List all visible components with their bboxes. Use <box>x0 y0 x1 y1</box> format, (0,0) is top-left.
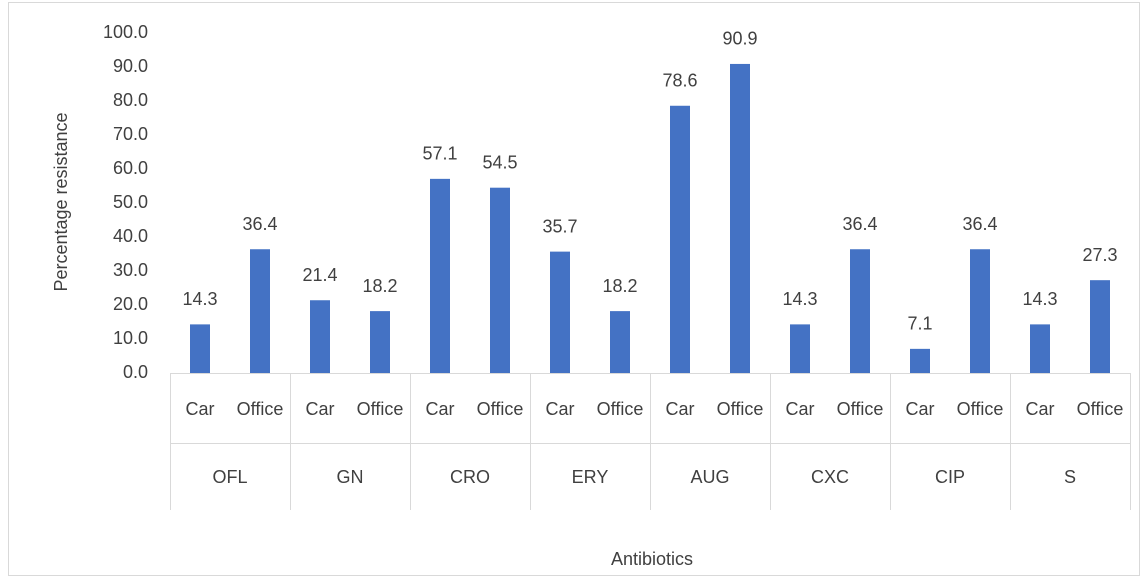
group-label: CXC <box>811 467 849 487</box>
data-label: 14.3 <box>182 289 217 309</box>
x-tick-label: Car <box>785 399 814 419</box>
x-tick-label: Car <box>905 399 934 419</box>
group-label: CIP <box>935 467 965 487</box>
bar <box>310 300 330 373</box>
data-label: 90.9 <box>722 29 757 49</box>
y-tick-label: 50.0 <box>113 192 148 212</box>
y-tick-label: 80.0 <box>113 90 148 110</box>
bar <box>430 178 450 373</box>
data-label: 14.3 <box>1022 289 1057 309</box>
data-label: 57.1 <box>422 144 457 164</box>
y-tick-label: 0.0 <box>123 362 148 382</box>
y-tick-label: 10.0 <box>113 328 148 348</box>
bar <box>850 249 870 373</box>
bar <box>910 348 930 373</box>
y-tick-label: 20.0 <box>113 294 148 314</box>
data-label: 27.3 <box>1082 245 1117 265</box>
bar <box>250 249 270 373</box>
x-tick-label: Car <box>665 399 694 419</box>
x-tick-label: Office <box>837 399 884 419</box>
x-tick-label: Office <box>477 399 524 419</box>
data-label: 36.4 <box>842 214 877 234</box>
bar <box>970 249 990 373</box>
x-tick-label: Office <box>237 399 284 419</box>
x-tick-label: Car <box>545 399 574 419</box>
group-label: S <box>1064 467 1076 487</box>
bar <box>550 251 570 373</box>
data-label: 7.1 <box>907 314 932 334</box>
x-tick-label: Office <box>1077 399 1124 419</box>
data-label: 36.4 <box>242 214 277 234</box>
x-tick-label: Car <box>425 399 454 419</box>
y-axis-title: Percentage resistance <box>51 112 71 291</box>
data-label: 78.6 <box>662 71 697 91</box>
group-label: CRO <box>450 467 490 487</box>
bar <box>1090 280 1110 373</box>
x-tick-label: Office <box>597 399 644 419</box>
x-axis-title: Antibiotics <box>611 549 693 569</box>
data-label: 35.7 <box>542 216 577 236</box>
data-label: 14.3 <box>782 289 817 309</box>
bar <box>1030 324 1050 373</box>
x-tick-label: Office <box>717 399 764 419</box>
data-label: 21.4 <box>302 265 337 285</box>
x-tick-label: Office <box>357 399 404 419</box>
group-label: ERY <box>572 467 609 487</box>
bar <box>790 324 810 373</box>
bar <box>670 105 690 373</box>
data-label: 18.2 <box>602 276 637 296</box>
group-label: OFL <box>212 467 247 487</box>
y-tick-label: 30.0 <box>113 260 148 280</box>
y-tick-label: 40.0 <box>113 226 148 246</box>
group-label: AUG <box>690 467 729 487</box>
bar <box>730 63 750 373</box>
group-label: GN <box>337 467 364 487</box>
y-tick-label: 70.0 <box>113 124 148 144</box>
x-tick-label: Car <box>1025 399 1054 419</box>
data-label: 18.2 <box>362 276 397 296</box>
y-tick-label: 60.0 <box>113 158 148 178</box>
data-label: 36.4 <box>962 214 997 234</box>
x-tick-label: Car <box>305 399 334 419</box>
data-label: 54.5 <box>482 152 517 172</box>
bar <box>490 187 510 373</box>
y-tick-label: 90.0 <box>113 56 148 76</box>
bar <box>190 324 210 373</box>
y-tick-label: 100.0 <box>103 22 148 42</box>
chart-border <box>8 2 1140 576</box>
x-tick-label: Car <box>185 399 214 419</box>
bar <box>610 311 630 373</box>
bar <box>370 311 390 373</box>
x-tick-label: Office <box>957 399 1004 419</box>
